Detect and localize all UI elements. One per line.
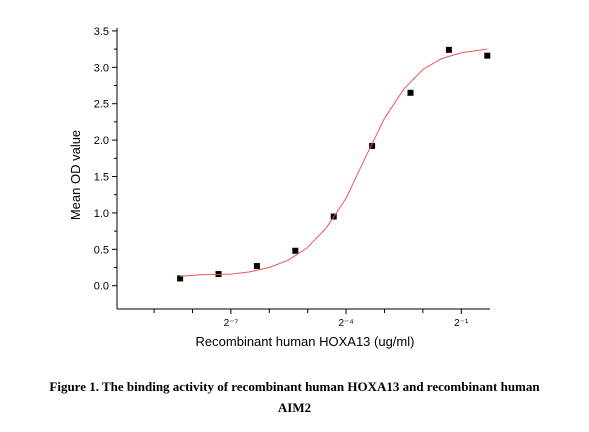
data-point [445, 46, 452, 53]
y-tick-label: 2.0 [94, 135, 109, 147]
y-axis-label: Mean OD value [68, 130, 83, 220]
data-point [369, 142, 376, 149]
x-tick-label: 2⁻⁴ [338, 318, 353, 329]
y-tick-label: 3.5 [94, 26, 109, 38]
fit-curve [180, 48, 488, 277]
y-tick-label: 1.5 [94, 172, 109, 184]
chart: Recombinant human HOXA13 (ug/ml) Mean OD… [68, 26, 491, 349]
x-tick-label: 2⁻⁷ [224, 318, 239, 329]
x-axis-label: Recombinant human HOXA13 (ug/ml) [196, 334, 415, 349]
data-point [253, 263, 260, 270]
data-point [484, 52, 491, 59]
y-tick-label: 1.0 [94, 208, 109, 220]
y-tick-label: 0.5 [94, 244, 109, 256]
data-point [177, 275, 184, 282]
data-point [292, 247, 299, 254]
y-tick-label: 2.5 [94, 99, 109, 111]
x-tick-label: 2⁻¹ [454, 318, 469, 329]
caption: Figure 1. The binding activity of recomb… [49, 379, 540, 415]
y-tick-label: 3.0 [94, 62, 109, 74]
y-tick-label: 0.0 [94, 281, 109, 293]
data-point [407, 89, 414, 96]
